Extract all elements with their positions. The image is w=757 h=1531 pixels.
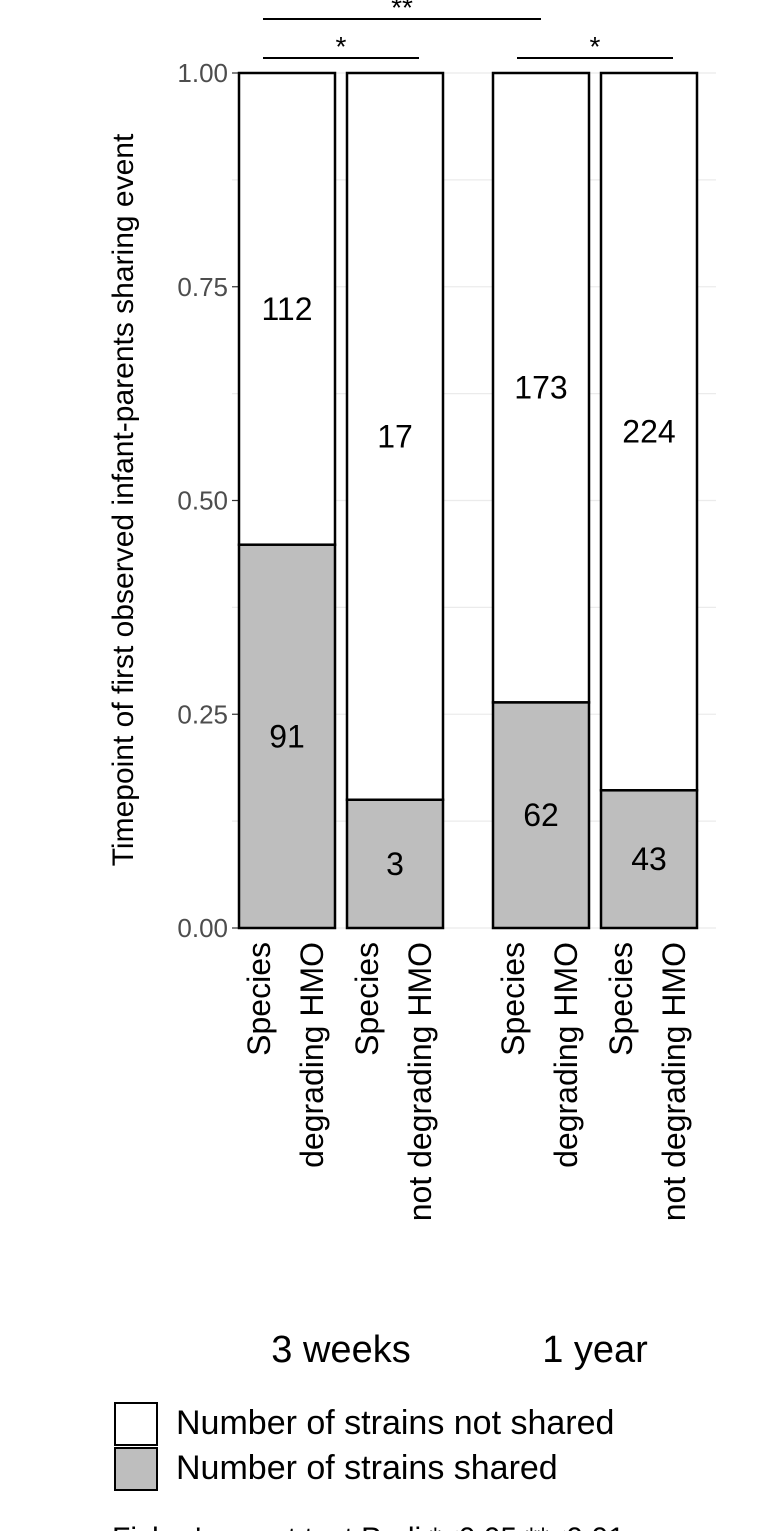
category-label: degrading HMO: [294, 942, 330, 1168]
facet-label: 1 year: [542, 1329, 648, 1371]
bar-value-label: 224: [622, 414, 675, 450]
footnote: Fisher's exact test Padj *<0.05 **<0.01: [112, 1522, 625, 1531]
legend: Number of strains not shared Number of st…: [114, 1402, 614, 1491]
y-tick-label: 1.00: [177, 58, 228, 88]
significance-marker: *: [590, 31, 601, 62]
legend-label: Number of strains not shared: [176, 1404, 614, 1442]
category-label: degrading HMO: [548, 942, 584, 1168]
y-tick-label: 0.25: [177, 699, 228, 729]
significance-marker: **: [391, 0, 413, 23]
bar-not-shared: [491, 71, 591, 704]
significance-brackets: * ***: [263, 0, 673, 62]
bar-value-label: 43: [631, 841, 667, 877]
bar-shared: [491, 701, 591, 930]
category-labels: Species degrading HMO Species not degrading…: [241, 942, 692, 1371]
legend-key: [114, 1402, 158, 1446]
bar-not-shared: [345, 71, 445, 801]
legend-key: [114, 1447, 158, 1491]
bar-value-label: 173: [514, 370, 567, 406]
y-tick-label: 0.00: [177, 913, 228, 943]
y-tick-label: 0.50: [177, 486, 228, 516]
bar-value-label: 3: [386, 846, 404, 882]
significance-marker: *: [336, 31, 347, 62]
bar-shared: [345, 798, 445, 930]
category-label: Species: [241, 942, 277, 1056]
category-label: not degrading HMO: [656, 942, 692, 1221]
bar-value-label: 62: [523, 797, 559, 833]
category-label: Species: [349, 942, 385, 1056]
bar-shared: [599, 789, 699, 930]
y-axis: 0.00 0.25 0.50 0.75 1.00: [177, 58, 238, 943]
y-axis-title: Timepoint of first observed infant-paren…: [107, 133, 140, 866]
category-label: Species: [603, 942, 639, 1056]
category-label: Species: [495, 942, 531, 1056]
bar-value-label: 17: [377, 418, 413, 454]
y-tick-label: 0.75: [177, 272, 228, 302]
bar-value-label: 91: [269, 718, 305, 754]
bar-value-label: 112: [261, 291, 312, 327]
category-label: not degrading HMO: [402, 942, 438, 1221]
facet-label: 3 weeks: [271, 1329, 410, 1371]
bar-not-shared: [599, 71, 699, 792]
bar-shared: [237, 543, 337, 930]
bar-not-shared: [237, 71, 337, 546]
legend-label: Number of strains shared: [176, 1449, 558, 1487]
